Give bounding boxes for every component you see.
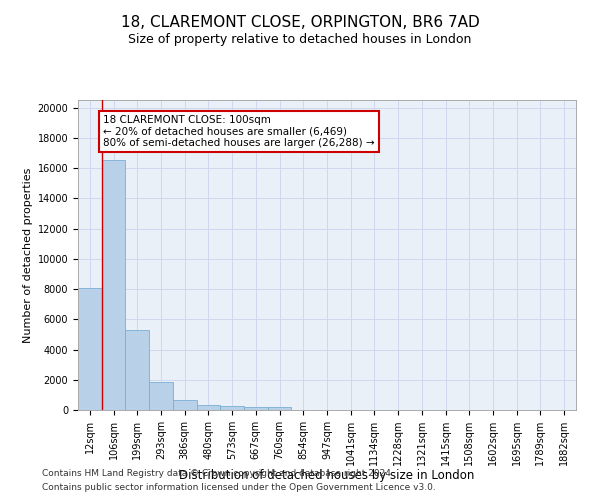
Text: 18 CLAREMONT CLOSE: 100sqm
← 20% of detached houses are smaller (6,469)
80% of s: 18 CLAREMONT CLOSE: 100sqm ← 20% of deta… xyxy=(103,115,374,148)
Bar xyxy=(197,404,220,410)
Text: 18, CLAREMONT CLOSE, ORPINGTON, BR6 7AD: 18, CLAREMONT CLOSE, ORPINGTON, BR6 7AD xyxy=(121,15,479,30)
Text: Contains public sector information licensed under the Open Government Licence v3: Contains public sector information licen… xyxy=(42,484,436,492)
Bar xyxy=(102,160,125,410)
Text: Contains HM Land Registry data © Crown copyright and database right 2024.: Contains HM Land Registry data © Crown c… xyxy=(42,468,394,477)
Bar xyxy=(220,406,244,410)
Text: Size of property relative to detached houses in London: Size of property relative to detached ho… xyxy=(128,32,472,46)
Bar xyxy=(173,400,197,410)
Y-axis label: Number of detached properties: Number of detached properties xyxy=(23,168,34,342)
X-axis label: Distribution of detached houses by size in London: Distribution of detached houses by size … xyxy=(179,470,475,482)
Bar xyxy=(78,288,102,410)
Bar xyxy=(244,407,268,410)
Bar xyxy=(268,407,292,410)
Bar xyxy=(125,330,149,410)
Bar xyxy=(149,382,173,410)
